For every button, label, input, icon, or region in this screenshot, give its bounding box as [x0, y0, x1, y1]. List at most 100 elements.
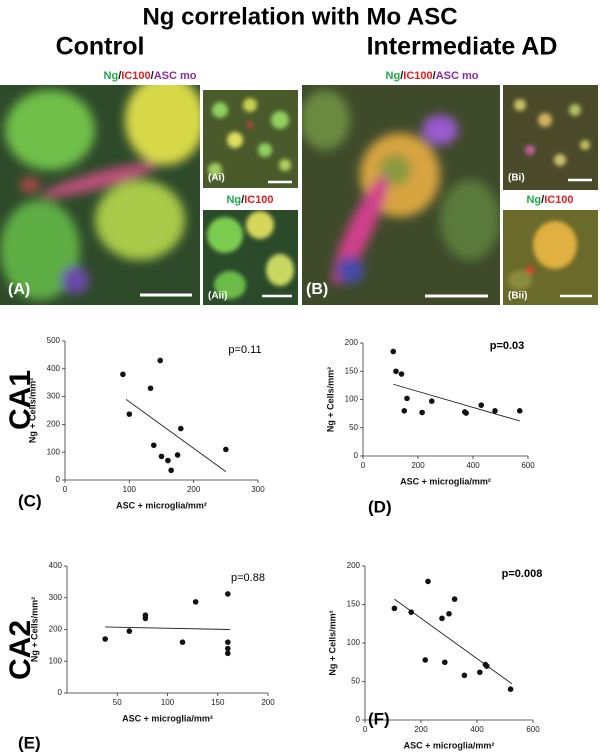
- y-tick-label: 100: [345, 395, 359, 404]
- stain-part: /: [541, 194, 544, 206]
- micrograph: [503, 85, 598, 190]
- group-label: Control: [56, 33, 145, 61]
- x-tick-label: 200: [261, 698, 275, 707]
- y-tick-label: 0: [356, 715, 361, 724]
- group-label: Intermediate AD: [367, 33, 558, 61]
- p-value: p=0.008: [502, 568, 543, 580]
- data-point: [463, 410, 469, 416]
- y-tick-label: 200: [345, 338, 359, 347]
- image-label: (A): [8, 281, 30, 298]
- y-tick-label: 0: [58, 688, 63, 697]
- y-tick-label: 200: [47, 420, 61, 429]
- stain-part: /: [151, 70, 154, 82]
- data-point: [120, 371, 126, 378]
- data-point: [157, 357, 164, 364]
- data-point: [408, 609, 415, 615]
- y-tick-label: 100: [49, 656, 63, 665]
- data-point: [419, 409, 425, 416]
- data-point: [391, 605, 398, 612]
- data-point: [442, 659, 448, 666]
- p-value: p=0.11: [228, 344, 261, 356]
- stain-label: Ng/IC100: [526, 194, 573, 206]
- data-point: [150, 442, 157, 449]
- data-point: [398, 371, 405, 377]
- stain-part: Ng: [386, 70, 401, 82]
- data-point: [477, 669, 483, 676]
- row-label: CA1: [4, 370, 37, 430]
- data-point: [446, 610, 452, 617]
- stain-label: Ng/IC100/ASC mo: [386, 70, 479, 82]
- y-tick-label: 100: [347, 638, 361, 647]
- stain-label: Ng/IC100: [226, 194, 273, 206]
- data-point: [223, 446, 229, 453]
- data-point: [142, 615, 149, 622]
- y-tick-label: 400: [49, 561, 63, 570]
- stain-part: /: [433, 70, 436, 82]
- y-tick-label: 100: [47, 447, 61, 456]
- y-axis-label: Ng + Cells/mm²: [29, 597, 39, 662]
- stain-part: Ng: [104, 70, 119, 82]
- data-point: [179, 639, 186, 645]
- data-point: [225, 650, 231, 657]
- y-tick-label: 500: [47, 336, 61, 345]
- data-point: [178, 425, 184, 432]
- micrograph: [503, 210, 598, 305]
- data-point: [492, 408, 498, 414]
- stain-part: IC100: [544, 194, 573, 206]
- stain-part: /: [118, 70, 121, 82]
- x-axis-label: ASC + microglia/mm²: [404, 740, 495, 750]
- stain-part: ASC mo: [436, 70, 479, 82]
- x-axis-label: ASC + microglia/mm²: [122, 713, 213, 723]
- data-point: [478, 402, 485, 408]
- data-point: [425, 578, 431, 585]
- x-tick-label: 0: [63, 485, 68, 494]
- stain-part: IC100: [403, 70, 432, 82]
- y-tick-label: 200: [49, 625, 63, 634]
- x-tick-label: 600: [526, 725, 540, 734]
- y-tick-label: 150: [345, 366, 359, 375]
- data-point: [461, 672, 468, 679]
- y-tick-label: 50: [351, 677, 360, 686]
- data-point: [126, 411, 133, 417]
- data-point: [126, 628, 133, 634]
- data-point: [428, 398, 435, 404]
- data-point: [390, 348, 397, 355]
- data-point: [174, 452, 181, 458]
- data-point: [158, 453, 165, 460]
- data-point: [225, 639, 231, 645]
- x-axis-label: ASC + microglia/mm²: [400, 476, 491, 486]
- stain-part: IC100: [121, 70, 150, 82]
- x-tick-label: 0: [363, 725, 368, 734]
- x-tick-label: 200: [187, 485, 201, 494]
- stain-label: Ng/IC100/ASC mo: [104, 70, 197, 82]
- panel-label: (F): [368, 709, 390, 728]
- p-value: p=0.88: [231, 572, 265, 584]
- data-point: [165, 457, 171, 464]
- stain-part: Ng: [526, 194, 541, 206]
- y-tick-label: 50: [349, 423, 358, 432]
- image-label: (Bi): [508, 173, 525, 184]
- data-point: [192, 599, 199, 605]
- image-label: (B): [306, 281, 328, 298]
- data-point: [147, 385, 154, 392]
- stain-part: ASC mo: [154, 70, 197, 82]
- micrograph: [0, 85, 200, 305]
- y-tick-label: 300: [49, 593, 63, 602]
- y-tick-label: 150: [347, 600, 361, 609]
- data-point: [225, 591, 231, 597]
- micrograph: [302, 85, 500, 305]
- p-value: p=0.03: [490, 340, 525, 352]
- x-tick-label: 300: [251, 485, 265, 494]
- x-tick-label: 400: [466, 461, 480, 470]
- data-point: [401, 408, 408, 414]
- data-point: [507, 686, 514, 692]
- y-tick-label: 200: [347, 561, 361, 570]
- data-point: [451, 596, 458, 602]
- panel-label: (C): [18, 491, 42, 510]
- row-label: CA2: [4, 620, 37, 680]
- x-tick-label: 200: [411, 461, 425, 470]
- data-point: [439, 615, 445, 622]
- image-label: (Bii): [508, 291, 527, 302]
- y-axis-label: Ng + Cells/mm²: [327, 610, 337, 675]
